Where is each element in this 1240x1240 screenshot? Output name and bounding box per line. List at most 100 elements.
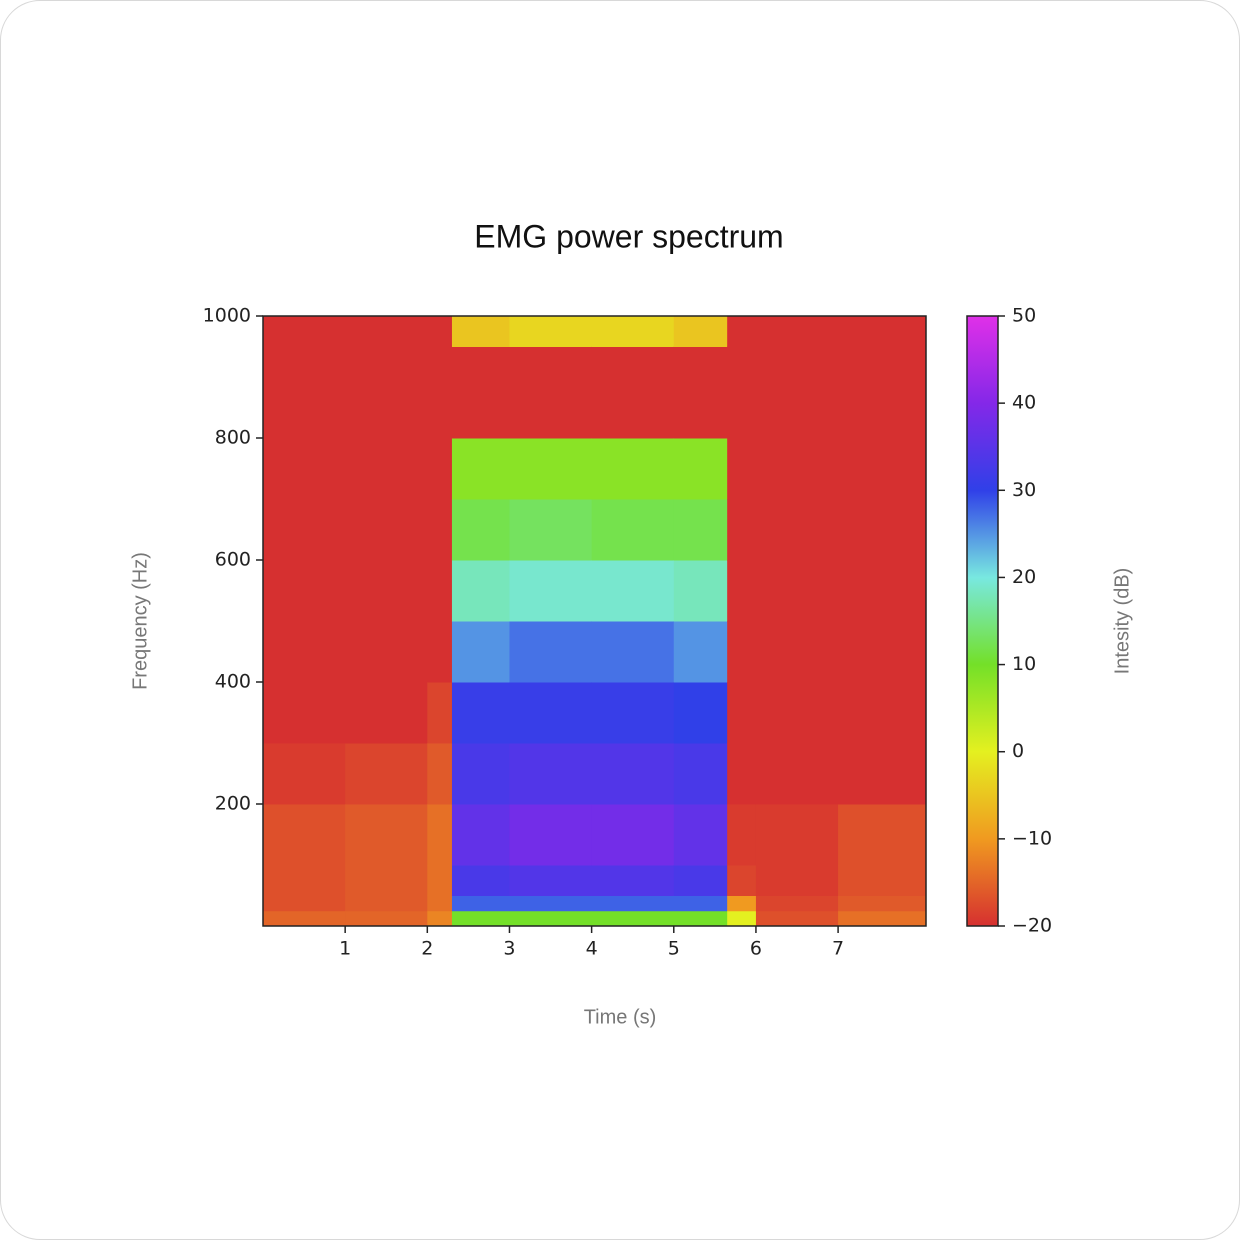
heat-cell xyxy=(591,346,675,439)
heat-cell xyxy=(838,910,927,927)
y-tick-label: 1000 xyxy=(203,305,251,327)
heat-cell xyxy=(427,346,453,439)
heat-cell xyxy=(509,743,593,805)
heat-cell xyxy=(838,499,927,561)
heat-cell xyxy=(509,895,593,912)
heat-cell xyxy=(591,499,675,561)
heat-cell xyxy=(591,895,675,912)
heat-cell xyxy=(345,316,428,347)
heat-cell xyxy=(509,804,593,866)
heat-cell xyxy=(345,346,428,439)
colorbar-tick-label: 0 xyxy=(1012,740,1024,762)
heat-cell xyxy=(263,438,346,500)
heat-cell xyxy=(727,910,757,927)
y-tick-label: 200 xyxy=(215,793,251,815)
heat-cell xyxy=(673,316,728,347)
heat-cell xyxy=(451,865,510,896)
heat-cell xyxy=(838,895,927,912)
heat-cell xyxy=(755,499,839,561)
heat-cell xyxy=(345,865,428,896)
heat-cell xyxy=(838,438,927,500)
heat-cell xyxy=(509,499,593,561)
heat-cell xyxy=(345,804,428,866)
heat-cell xyxy=(727,438,757,500)
heat-cell xyxy=(451,346,510,439)
heat-cell xyxy=(673,560,728,622)
heat-cell xyxy=(755,895,839,912)
heat-cell xyxy=(345,621,428,683)
y-axis-label: Frequency (Hz) xyxy=(129,552,151,690)
heat-cell xyxy=(727,621,757,683)
heat-cell xyxy=(727,316,757,347)
heat-cell xyxy=(263,499,346,561)
colorbar-tick-label: 20 xyxy=(1012,566,1036,588)
x-axis-label: Time (s) xyxy=(584,1006,657,1028)
x-tick-label: 5 xyxy=(668,938,680,960)
heat-cell xyxy=(451,682,510,744)
heat-cell xyxy=(509,910,593,927)
heat-cell xyxy=(451,743,510,805)
heat-cell xyxy=(727,560,757,622)
heat-cell xyxy=(673,910,728,927)
heat-cell xyxy=(727,895,757,912)
heat-cell xyxy=(591,621,675,683)
y-tick-label: 600 xyxy=(215,549,251,571)
heat-cell xyxy=(755,346,839,439)
heat-cell xyxy=(673,682,728,744)
heat-cell xyxy=(755,804,839,866)
heat-cell xyxy=(727,346,757,439)
heat-cell xyxy=(591,316,675,347)
heat-cell xyxy=(673,895,728,912)
heat-cell xyxy=(345,560,428,622)
colorbar-tick-label: −10 xyxy=(1012,827,1052,849)
heat-cell xyxy=(451,438,510,500)
heat-cell xyxy=(345,682,428,744)
heat-cell xyxy=(345,499,428,561)
heat-cell xyxy=(263,804,346,866)
heat-cell xyxy=(673,743,728,805)
heat-cell xyxy=(591,804,675,866)
heat-cell xyxy=(263,682,346,744)
x-tick-label: 1 xyxy=(339,938,351,960)
heat-cell xyxy=(427,316,453,347)
heat-cell xyxy=(673,499,728,561)
y-tick-label: 400 xyxy=(215,671,251,693)
heat-cell xyxy=(755,316,839,347)
heat-cell xyxy=(509,621,593,683)
heat-cell xyxy=(838,804,927,866)
heat-cell xyxy=(451,895,510,912)
heat-cell xyxy=(591,438,675,500)
heat-cell xyxy=(755,438,839,500)
heat-cell xyxy=(673,804,728,866)
heat-cell xyxy=(263,560,346,622)
heat-cell xyxy=(427,804,453,866)
heat-cell xyxy=(427,743,453,805)
colorbar-tick-label: 50 xyxy=(1012,305,1036,327)
heat-cell xyxy=(755,910,839,927)
heat-cell xyxy=(838,346,927,439)
heat-cell xyxy=(263,621,346,683)
heat-cell xyxy=(591,910,675,927)
heat-cell xyxy=(838,865,927,896)
colorbar-tick-label: −20 xyxy=(1012,915,1052,937)
x-tick-label: 3 xyxy=(503,938,515,960)
heat-cell xyxy=(727,865,757,896)
heat-cell xyxy=(263,346,346,439)
heat-cell xyxy=(673,621,728,683)
heat-cell xyxy=(673,438,728,500)
heat-cell xyxy=(838,682,927,744)
y-tick-label: 800 xyxy=(215,427,251,449)
heat-cell xyxy=(263,743,346,805)
heat-cell xyxy=(345,743,428,805)
heat-cell xyxy=(509,682,593,744)
heat-cell xyxy=(727,499,757,561)
chart-title: EMG power spectrum xyxy=(474,218,783,254)
heat-cell xyxy=(345,910,428,927)
heat-cell xyxy=(838,316,927,347)
heat-cell xyxy=(451,910,510,927)
heat-cell xyxy=(591,682,675,744)
heat-cell xyxy=(755,682,839,744)
heat-cell xyxy=(755,560,839,622)
